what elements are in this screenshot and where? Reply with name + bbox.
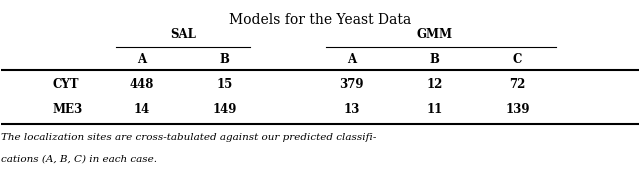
Text: cations (A, B, C) in each case.: cations (A, B, C) in each case. [1, 155, 157, 164]
Text: 12: 12 [426, 78, 443, 91]
Text: 448: 448 [129, 78, 154, 91]
Text: A: A [348, 53, 356, 66]
Text: 149: 149 [212, 103, 237, 116]
Text: 14: 14 [134, 103, 150, 116]
Text: 379: 379 [340, 78, 364, 91]
Text: ME3: ME3 [52, 103, 83, 116]
Text: 15: 15 [216, 78, 232, 91]
Text: A: A [137, 53, 146, 66]
Text: The localization sites are cross-tabulated against our predicted classifi-: The localization sites are cross-tabulat… [1, 133, 377, 142]
Text: B: B [430, 53, 440, 66]
Text: GMM: GMM [417, 28, 452, 41]
Text: 13: 13 [344, 103, 360, 116]
Text: Models for the Yeast Data: Models for the Yeast Data [229, 13, 411, 27]
Text: 139: 139 [506, 103, 530, 116]
Text: SAL: SAL [170, 28, 196, 41]
Text: C: C [513, 53, 522, 66]
Text: 11: 11 [427, 103, 443, 116]
Text: CYT: CYT [52, 78, 79, 91]
Text: 72: 72 [509, 78, 525, 91]
Text: B: B [220, 53, 229, 66]
